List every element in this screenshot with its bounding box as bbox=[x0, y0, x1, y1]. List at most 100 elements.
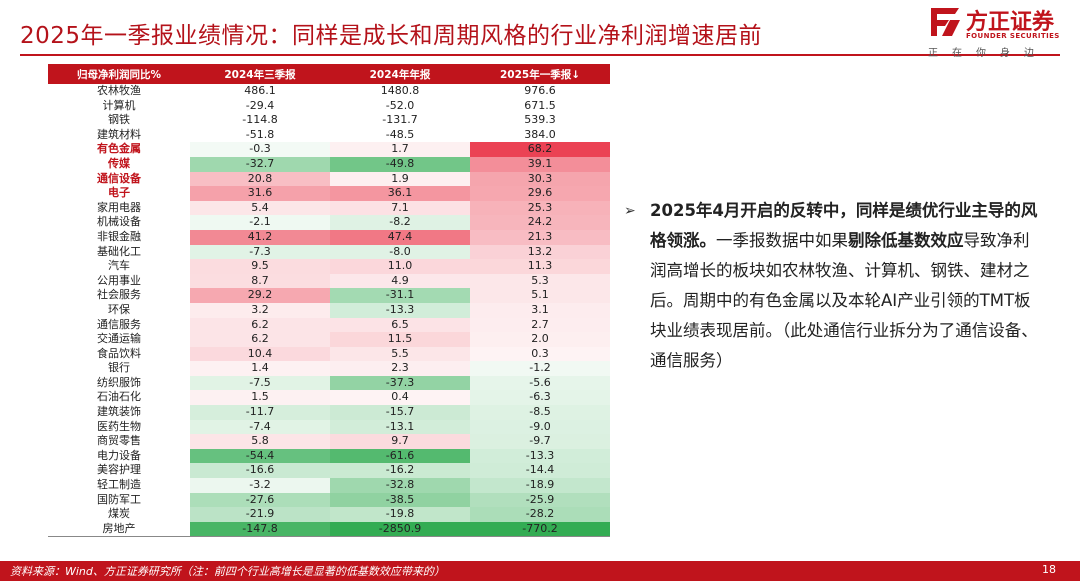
cell-annual-2024: 2.3 bbox=[330, 361, 470, 376]
cell-annual-2024: 1.9 bbox=[330, 171, 470, 187]
cell-industry: 汽车 bbox=[108, 259, 130, 273]
cell-industry: 银行 bbox=[108, 361, 130, 375]
cell-annual-2024: -13.3 bbox=[330, 302, 470, 318]
cell-q3-2024: 8.7 bbox=[190, 273, 330, 289]
cell-q3-2024: -27.6 bbox=[190, 492, 330, 508]
table-row: 医药生物 -7.4 -13.1 -9.0 bbox=[48, 419, 610, 435]
profit-growth-table: 归母净利润同比% 2024年三季报 2024年年报 2025年一季报↓ 农林牧渔… bbox=[48, 64, 610, 538]
table-row: 计算机 -29.4 -52.0 671.5 bbox=[48, 99, 610, 114]
cell-q1-2025: 11.3 bbox=[470, 259, 610, 274]
cell-annual-2024: -8.0 bbox=[330, 244, 470, 260]
table-row: 美容护理 -16.6 -16.2 -14.4 bbox=[48, 463, 610, 479]
cell-industry: 非银金融 bbox=[97, 229, 141, 243]
cell-q3-2024: 20.8 bbox=[190, 171, 330, 187]
table-row: 建筑材料 -51.8 -48.5 384.0 bbox=[48, 128, 610, 143]
cell-industry: 农林牧渔 bbox=[97, 84, 141, 97]
footer-bar: 资料来源：Wind、方正证券研究所（注：前四个行业高增长是显著的低基数效应带来的… bbox=[0, 561, 1080, 581]
cell-annual-2024: 11.0 bbox=[330, 259, 470, 274]
table-row: 房地产 -147.8 -2850.9 -770.2 bbox=[48, 521, 610, 538]
cell-q3-2024: 5.8 bbox=[190, 434, 330, 449]
cell-industry: 美容护理 bbox=[97, 463, 141, 477]
cell-annual-2024: 6.5 bbox=[330, 317, 470, 333]
cell-q3-2024: -54.4 bbox=[190, 448, 330, 464]
cell-q1-2025: 671.5 bbox=[524, 98, 556, 112]
table-row: 环保 3.2 -13.3 3.1 bbox=[48, 302, 610, 318]
table-row: 银行 1.4 2.3 -1.2 bbox=[48, 361, 610, 376]
cell-industry: 钢铁 bbox=[108, 113, 130, 127]
table-row: 煤炭 -21.9 -19.8 -28.2 bbox=[48, 507, 610, 522]
table-row: 非银金融 41.2 47.4 21.3 bbox=[48, 229, 610, 245]
cell-annual-2024: -8.2 bbox=[330, 215, 470, 230]
cell-industry: 公用事业 bbox=[97, 273, 141, 287]
table-row: 公用事业 8.7 4.9 5.3 bbox=[48, 273, 610, 289]
cell-industry: 纺织服饰 bbox=[97, 375, 141, 389]
header-industry: 归母净利润同比% bbox=[48, 64, 190, 84]
table-row: 有色金属 -0.3 1.7 68.2 bbox=[48, 142, 610, 157]
cell-industry: 传媒 bbox=[108, 156, 130, 170]
cell-industry: 医药生物 bbox=[97, 419, 141, 433]
cell-q1-2025: -8.5 bbox=[470, 405, 610, 420]
commentary-text-part: 一季报数据中如果 bbox=[716, 231, 848, 250]
cell-industry: 基础化工 bbox=[97, 244, 141, 258]
cell-industry: 计算机 bbox=[102, 98, 136, 112]
header-q1-2025[interactable]: 2025年一季报↓ bbox=[470, 64, 610, 84]
table-row: 轻工制造 -3.2 -32.8 -18.9 bbox=[48, 478, 610, 493]
cell-q3-2024: 1.4 bbox=[190, 361, 330, 376]
table-row: 食品饮料 10.4 5.5 0.3 bbox=[48, 346, 610, 362]
cell-q3-2024: -0.3 bbox=[190, 142, 330, 157]
cell-q1-2025: -28.2 bbox=[470, 507, 610, 522]
cell-annual-2024: -52.0 bbox=[385, 98, 415, 112]
table-row: 钢铁 -114.8 -131.7 539.3 bbox=[48, 113, 610, 128]
cell-q1-2025: 5.1 bbox=[470, 288, 610, 303]
table-row: 纺织服饰 -7.5 -37.3 -5.6 bbox=[48, 375, 610, 391]
cell-q1-2025: 68.2 bbox=[470, 142, 610, 157]
cell-q3-2024: 6.2 bbox=[190, 317, 330, 333]
founder-logo-icon bbox=[931, 8, 960, 36]
table-row: 通信设备 20.8 1.9 30.3 bbox=[48, 171, 610, 187]
cell-q1-2025: -770.2 bbox=[470, 521, 610, 538]
cell-annual-2024: 4.9 bbox=[330, 273, 470, 289]
cell-q3-2024: 3.2 bbox=[190, 302, 330, 318]
cell-industry: 建筑装饰 bbox=[97, 405, 141, 419]
cell-industry: 社会服务 bbox=[97, 288, 141, 302]
bullet-arrow-icon: ➢ bbox=[624, 203, 636, 219]
cell-industry: 石油石化 bbox=[97, 390, 141, 404]
cell-industry: 电力设备 bbox=[97, 448, 141, 462]
page-number: 18 bbox=[1042, 563, 1056, 576]
cell-q3-2024: -32.7 bbox=[190, 156, 330, 172]
cell-industry: 建筑材料 bbox=[97, 127, 141, 141]
cell-annual-2024: -49.8 bbox=[330, 156, 470, 172]
cell-q1-2025: 0.3 bbox=[470, 346, 610, 362]
cell-q3-2024: -16.6 bbox=[190, 463, 330, 479]
cell-q3-2024: 5.4 bbox=[190, 200, 330, 216]
cell-q3-2024: -7.4 bbox=[190, 419, 330, 435]
header-q3-2024: 2024年三季报 bbox=[190, 64, 330, 84]
header-annual-2024: 2024年年报 bbox=[330, 64, 470, 84]
cell-q3-2024: 41.2 bbox=[190, 229, 330, 245]
cell-q3-2024: -11.7 bbox=[190, 405, 330, 420]
commentary-text: 2025年4月开启的反转中，同样是绩优行业主导的风格领涨。一季报数据中如果剔除低… bbox=[650, 196, 1044, 376]
cell-annual-2024: 7.1 bbox=[330, 200, 470, 216]
cell-q1-2025: 976.6 bbox=[524, 84, 556, 97]
cell-annual-2024: 47.4 bbox=[330, 229, 470, 245]
cell-industry: 交通运输 bbox=[97, 332, 141, 346]
cell-q1-2025: 3.1 bbox=[470, 302, 610, 318]
table-row: 农林牧渔 486.1 1480.8 976.6 bbox=[48, 84, 610, 99]
cell-industry: 家用电器 bbox=[97, 200, 141, 214]
cell-annual-2024: 9.7 bbox=[330, 434, 470, 449]
cell-annual-2024: 5.5 bbox=[330, 346, 470, 362]
cell-industry: 有色金属 bbox=[97, 142, 141, 156]
table-row: 社会服务 29.2 -31.1 5.1 bbox=[48, 288, 610, 303]
table-header-row: 归母净利润同比% 2024年三季报 2024年年报 2025年一季报↓ bbox=[48, 64, 610, 84]
table-row: 基础化工 -7.3 -8.0 13.2 bbox=[48, 244, 610, 260]
cell-q1-2025: -25.9 bbox=[470, 492, 610, 508]
cell-q1-2025: 30.3 bbox=[470, 171, 610, 187]
cell-annual-2024: -38.5 bbox=[330, 492, 470, 508]
cell-annual-2024: 0.4 bbox=[330, 390, 470, 406]
logo-name: 方正证券 bbox=[966, 10, 1055, 35]
cell-industry: 通信设备 bbox=[97, 171, 141, 185]
cell-q3-2024: -7.5 bbox=[190, 375, 330, 391]
cell-q3-2024: 486.1 bbox=[244, 84, 276, 97]
cell-q1-2025: -18.9 bbox=[470, 478, 610, 493]
cell-q3-2024: 6.2 bbox=[190, 332, 330, 347]
